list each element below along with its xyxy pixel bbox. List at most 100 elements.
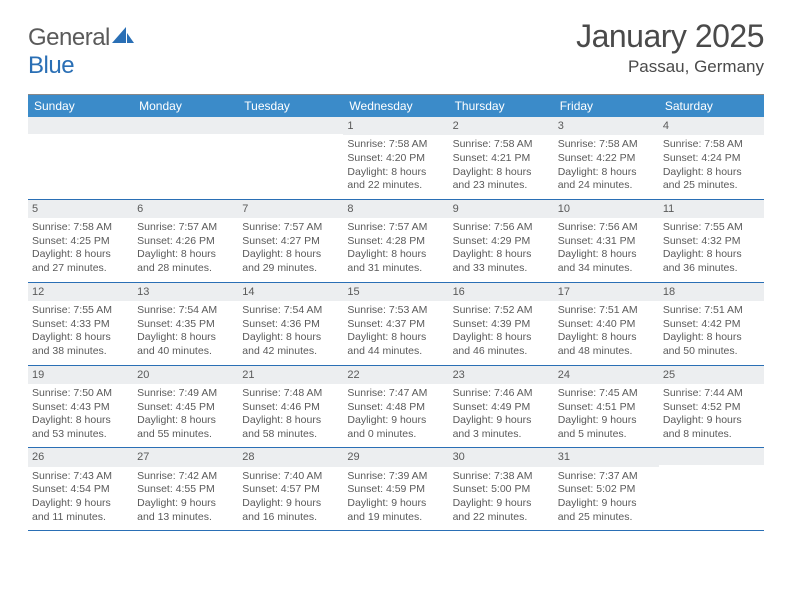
- month-title: January 2025: [576, 18, 764, 55]
- daylight-line-2: and 36 minutes.: [663, 262, 760, 276]
- sunrise-line: Sunrise: 7:56 AM: [558, 221, 655, 235]
- day-cell: 16Sunrise: 7:52 AMSunset: 4:39 PMDayligh…: [449, 283, 554, 365]
- daylight-line-1: Daylight: 9 hours: [453, 497, 550, 511]
- daylight-line-1: Daylight: 8 hours: [242, 248, 339, 262]
- day-header: Thursday: [449, 95, 554, 117]
- day-cell: 3Sunrise: 7:58 AMSunset: 4:22 PMDaylight…: [554, 117, 659, 199]
- day-number: 18: [659, 283, 764, 301]
- day-number: [238, 117, 343, 134]
- sunset-line: Sunset: 4:42 PM: [663, 318, 760, 332]
- daylight-line-1: Daylight: 9 hours: [137, 497, 234, 511]
- day-number: 27: [133, 448, 238, 466]
- sunrise-line: Sunrise: 7:48 AM: [242, 387, 339, 401]
- sunrise-line: Sunrise: 7:44 AM: [663, 387, 760, 401]
- day-number: 20: [133, 366, 238, 384]
- daylight-line-1: Daylight: 8 hours: [663, 248, 760, 262]
- daylight-line-2: and 3 minutes.: [453, 428, 550, 442]
- sunset-line: Sunset: 4:28 PM: [347, 235, 444, 249]
- sunrise-line: Sunrise: 7:54 AM: [137, 304, 234, 318]
- day-cell: 26Sunrise: 7:43 AMSunset: 4:54 PMDayligh…: [28, 448, 133, 530]
- sunrise-line: Sunrise: 7:47 AM: [347, 387, 444, 401]
- daylight-line-2: and 5 minutes.: [558, 428, 655, 442]
- daylight-line-2: and 13 minutes.: [137, 511, 234, 525]
- day-number: 13: [133, 283, 238, 301]
- sunset-line: Sunset: 4:36 PM: [242, 318, 339, 332]
- day-number: 22: [343, 366, 448, 384]
- day-cell: 31Sunrise: 7:37 AMSunset: 5:02 PMDayligh…: [554, 448, 659, 530]
- daylight-line-1: Daylight: 9 hours: [347, 497, 444, 511]
- daylight-line-1: Daylight: 9 hours: [347, 414, 444, 428]
- day-cell: [133, 117, 238, 199]
- day-header: Tuesday: [238, 95, 343, 117]
- daylight-line-1: Daylight: 8 hours: [347, 166, 444, 180]
- daylight-line-2: and 55 minutes.: [137, 428, 234, 442]
- day-cell: 14Sunrise: 7:54 AMSunset: 4:36 PMDayligh…: [238, 283, 343, 365]
- sunset-line: Sunset: 4:54 PM: [32, 483, 129, 497]
- day-cell: [28, 117, 133, 199]
- sunset-line: Sunset: 4:26 PM: [137, 235, 234, 249]
- sunrise-line: Sunrise: 7:57 AM: [347, 221, 444, 235]
- day-number: 31: [554, 448, 659, 466]
- day-cell: [238, 117, 343, 199]
- daylight-line-1: Daylight: 8 hours: [453, 166, 550, 180]
- day-cell: 8 Sunrise: 7:57 AMSunset: 4:28 PMDaylight…: [343, 200, 448, 282]
- sunrise-line: Sunrise: 7:58 AM: [32, 221, 129, 235]
- daylight-line-1: Daylight: 8 hours: [347, 248, 444, 262]
- logo-text-general: General: [28, 24, 110, 51]
- daylight-line-2: and 40 minutes.: [137, 345, 234, 359]
- daylight-line-1: Daylight: 8 hours: [558, 248, 655, 262]
- calendar: Sunday Monday Tuesday Wednesday Thursday…: [28, 94, 764, 531]
- sunset-line: Sunset: 4:31 PM: [558, 235, 655, 249]
- sunset-line: Sunset: 4:20 PM: [347, 152, 444, 166]
- day-number: 19: [28, 366, 133, 384]
- daylight-line-2: and 38 minutes.: [32, 345, 129, 359]
- day-cell: 11Sunrise: 7:55 AMSunset: 4:32 PMDayligh…: [659, 200, 764, 282]
- day-number: 29: [343, 448, 448, 466]
- daylight-line-2: and 16 minutes.: [242, 511, 339, 525]
- sunrise-line: Sunrise: 7:51 AM: [663, 304, 760, 318]
- day-header: Monday: [133, 95, 238, 117]
- daylight-line-1: Daylight: 8 hours: [242, 414, 339, 428]
- sunset-line: Sunset: 4:22 PM: [558, 152, 655, 166]
- day-cell: 4Sunrise: 7:58 AMSunset: 4:24 PMDaylight…: [659, 117, 764, 199]
- sunset-line: Sunset: 4:27 PM: [242, 235, 339, 249]
- sunset-line: Sunset: 4:43 PM: [32, 401, 129, 415]
- day-cell: 1Sunrise: 7:58 AMSunset: 4:20 PMDaylight…: [343, 117, 448, 199]
- daylight-line-1: Daylight: 8 hours: [558, 331, 655, 345]
- day-number: 24: [554, 366, 659, 384]
- day-cell: 7Sunrise: 7:57 AMSunset: 4:27 PMDaylight…: [238, 200, 343, 282]
- sunset-line: Sunset: 4:35 PM: [137, 318, 234, 332]
- day-number: 7: [238, 200, 343, 218]
- daylight-line-2: and 53 minutes.: [32, 428, 129, 442]
- day-cell: 21Sunrise: 7:48 AMSunset: 4:46 PMDayligh…: [238, 366, 343, 448]
- sunset-line: Sunset: 4:51 PM: [558, 401, 655, 415]
- day-cell: 24Sunrise: 7:45 AMSunset: 4:51 PMDayligh…: [554, 366, 659, 448]
- location: Passau, Germany: [576, 57, 764, 77]
- sunset-line: Sunset: 4:45 PM: [137, 401, 234, 415]
- day-number: [133, 117, 238, 134]
- daylight-line-1: Daylight: 8 hours: [137, 331, 234, 345]
- sunrise-line: Sunrise: 7:55 AM: [32, 304, 129, 318]
- sunrise-line: Sunrise: 7:53 AM: [347, 304, 444, 318]
- day-number: 15: [343, 283, 448, 301]
- sunset-line: Sunset: 5:02 PM: [558, 483, 655, 497]
- daylight-line-2: and 46 minutes.: [453, 345, 550, 359]
- daylight-line-1: Daylight: 8 hours: [558, 166, 655, 180]
- day-number: 9: [449, 200, 554, 218]
- daylight-line-2: and 31 minutes.: [347, 262, 444, 276]
- day-number: 10: [554, 200, 659, 218]
- sunset-line: Sunset: 4:37 PM: [347, 318, 444, 332]
- daylight-line-1: Daylight: 8 hours: [32, 414, 129, 428]
- daylight-line-2: and 25 minutes.: [663, 179, 760, 193]
- daylight-line-2: and 42 minutes.: [242, 345, 339, 359]
- sunset-line: Sunset: 4:33 PM: [32, 318, 129, 332]
- daylight-line-1: Daylight: 9 hours: [558, 497, 655, 511]
- daylight-line-2: and 50 minutes.: [663, 345, 760, 359]
- daylight-line-1: Daylight: 8 hours: [32, 248, 129, 262]
- daylight-line-1: Daylight: 8 hours: [242, 331, 339, 345]
- sunrise-line: Sunrise: 7:58 AM: [663, 138, 760, 152]
- sunrise-line: Sunrise: 7:49 AM: [137, 387, 234, 401]
- sunrise-line: Sunrise: 7:58 AM: [558, 138, 655, 152]
- day-number: 8: [343, 200, 448, 218]
- daylight-line-2: and 8 minutes.: [663, 428, 760, 442]
